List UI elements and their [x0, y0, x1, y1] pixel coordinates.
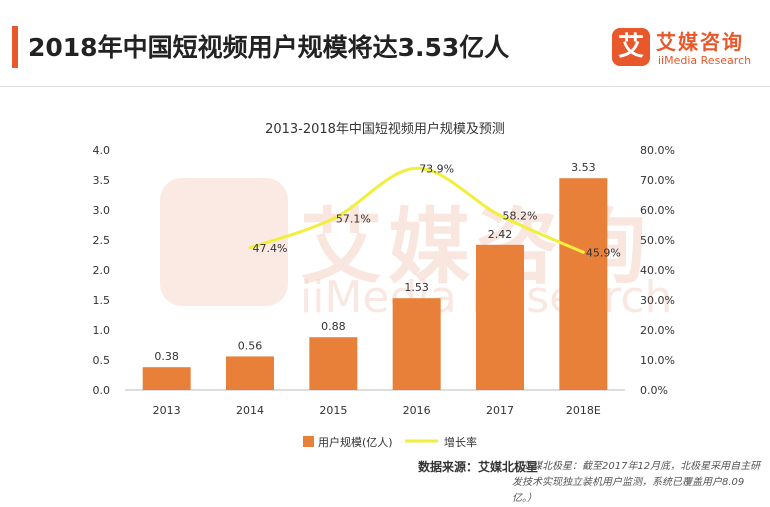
- growth-rate-point: [248, 246, 252, 250]
- brand-logo: 艾 艾媒咨询 iiMedia Research: [612, 24, 762, 74]
- y-left-tick-label: 0.0: [93, 384, 111, 397]
- growth-rate-label: 45.9%: [586, 246, 621, 259]
- bar: [559, 178, 608, 390]
- y-right-tick-label: 40.0%: [640, 264, 675, 277]
- x-tick-label: 2014: [236, 404, 264, 417]
- page-title: 2018年中国短视频用户规模将达3.53亿人: [28, 33, 510, 62]
- y-right-tick-label: 20.0%: [640, 324, 675, 337]
- growth-rate-point: [498, 213, 502, 217]
- y-left-tick-label: 0.5: [93, 354, 111, 367]
- header-divider: [0, 86, 770, 87]
- bar-data-label: 0.88: [321, 320, 346, 333]
- legend-line-label: 增长率: [444, 435, 477, 449]
- logo-subtitle: iiMedia Research: [658, 54, 752, 67]
- bar: [226, 356, 274, 390]
- bar: [392, 298, 441, 390]
- growth-rate-label: 58.2%: [503, 209, 538, 222]
- bar: [476, 244, 524, 390]
- bar-data-label: 1.53: [404, 281, 429, 294]
- y-right-tick-label: 0.0%: [640, 384, 668, 397]
- y-left-tick-label: 3.0: [93, 204, 111, 217]
- y-left-tick-label: 1.5: [93, 294, 111, 307]
- y-right-tick-label: 30.0%: [640, 294, 675, 307]
- data-source-note: （艾媒北极星：截至2017年12月底，北极星采用自主研发技术实现独立装机用户监测…: [512, 461, 761, 504]
- y-left-tick-label: 2.5: [93, 234, 111, 247]
- y-right-tick-label: 50.0%: [640, 234, 675, 247]
- growth-rate-label: 57.1%: [336, 213, 371, 226]
- x-tick-label: 2015: [319, 404, 347, 417]
- legend-bar-label: 用户规模(亿人): [318, 435, 393, 449]
- growth-rate-point: [331, 217, 335, 221]
- y-left-tick-label: 3.5: [93, 174, 111, 187]
- chart-title: 2013-2018年中国短视频用户规模及预测: [265, 121, 505, 137]
- growth-rate-label: 47.4%: [253, 242, 288, 255]
- x-tick-label: 2013: [153, 404, 181, 417]
- y-right-tick-label: 80.0%: [640, 144, 675, 157]
- bar: [309, 337, 358, 390]
- y-right-tick-label: 70.0%: [640, 174, 675, 187]
- y-right-tick-label: 60.0%: [640, 204, 675, 217]
- logo-mark-icon: 艾: [612, 28, 650, 66]
- y-left-tick-label: 2.0: [93, 264, 111, 277]
- growth-rate-point: [415, 166, 419, 170]
- x-tick-label: 2018E: [566, 404, 601, 417]
- growth-rate-point: [581, 250, 585, 254]
- bar-data-label: 2.42: [488, 228, 513, 241]
- y-right-tick-label: 10.0%: [640, 354, 675, 367]
- bar-data-label: 3.53: [571, 161, 596, 174]
- title-accent-bar: [12, 26, 18, 68]
- x-tick-label: 2016: [403, 404, 431, 417]
- bar-data-label: 0.56: [238, 339, 263, 352]
- logo-name: 艾媒咨询: [656, 30, 744, 54]
- data-source: 数据来源：艾媒北极星: [418, 460, 539, 474]
- bar-data-label: 0.38: [154, 350, 179, 363]
- x-tick-label: 2017: [486, 404, 514, 417]
- bar: [142, 367, 191, 390]
- legend-bar-swatch: [303, 436, 314, 447]
- y-left-tick-label: 4.0: [93, 144, 111, 157]
- y-left-tick-label: 1.0: [93, 324, 111, 337]
- growth-rate-label: 73.9%: [419, 162, 454, 175]
